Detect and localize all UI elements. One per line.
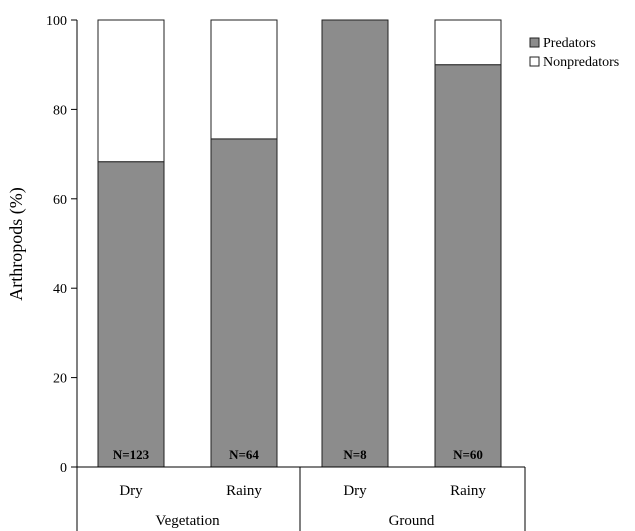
- x-group-label: Vegetation: [155, 513, 220, 529]
- bar-n-label: N=123: [113, 447, 150, 462]
- x-category-label: Rainy: [450, 483, 486, 499]
- bar-predators-1: [210, 138, 278, 468]
- bars-layer: [97, 19, 502, 468]
- bar-n-label: N=64: [229, 447, 259, 462]
- x-group-label: Ground: [389, 513, 435, 529]
- y-tick-label: 40: [53, 282, 67, 297]
- bar-predators-2: [321, 19, 389, 468]
- x-category-label: Dry: [343, 483, 367, 499]
- legend-label-predators: Predators: [543, 36, 596, 51]
- legend-swatch-nonpredators: [529, 56, 540, 67]
- x-category-label: Rainy: [226, 483, 262, 499]
- y-tick-label: 60: [53, 193, 67, 208]
- legend: Predators Nonpredators: [529, 36, 619, 70]
- axes-layer: [71, 19, 526, 531]
- y-tick-label: 100: [46, 14, 67, 29]
- x-category-label: Dry: [119, 483, 143, 499]
- bar-nonpredators-1: [210, 19, 278, 140]
- bar-nonpredators-3: [434, 19, 502, 66]
- bar-n-label: N=8: [343, 447, 367, 462]
- y-tick-label: 80: [53, 103, 67, 118]
- legend-swatch-predators: [529, 37, 540, 48]
- y-axis-title: Arthropods (%): [6, 187, 27, 300]
- y-tick-label: 20: [53, 372, 67, 387]
- bar-predators-3: [434, 64, 502, 468]
- bar-predators-0: [97, 161, 165, 468]
- legend-label-nonpredators: Nonpredators: [543, 55, 619, 70]
- bar-nonpredators-0: [97, 19, 165, 163]
- labels-layer: N=123 N=64 N=8 N=60 0 20 40 60 80 100 Dry Rainy Dry R…: [46, 14, 486, 529]
- bar-n-label: N=60: [453, 447, 483, 462]
- y-tick-label: 0: [60, 461, 67, 476]
